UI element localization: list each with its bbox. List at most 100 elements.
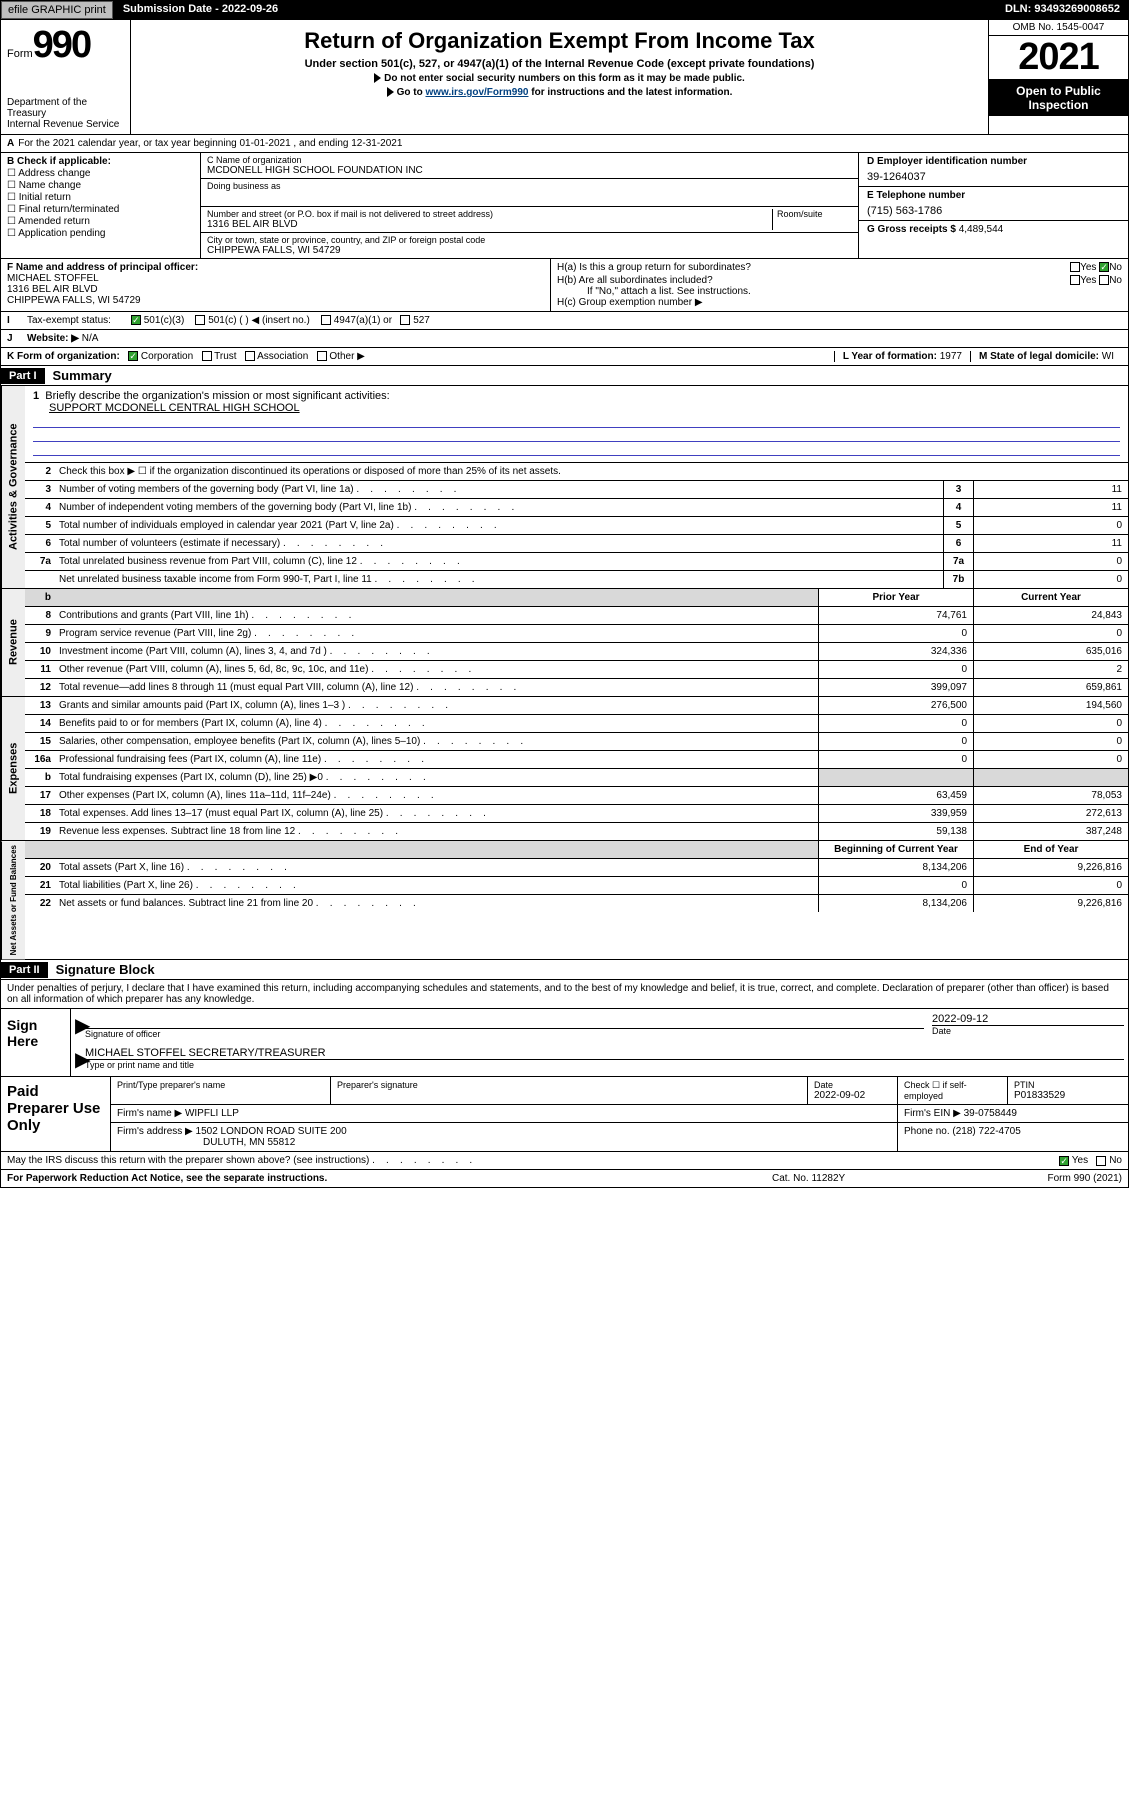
table-row: 11Other revenue (Part VIII, column (A), … xyxy=(25,661,1128,679)
ck-corp[interactable] xyxy=(128,351,138,361)
ck-trust[interactable] xyxy=(202,351,212,361)
section-governance: Activities & Governance 1 Briefly descri… xyxy=(0,386,1129,589)
vtab-expenses: Expenses xyxy=(1,697,25,840)
domicile-label: M State of legal domicile: xyxy=(979,351,1099,362)
current-year-header: Current Year xyxy=(973,589,1128,606)
firm-ein: 39-0758449 xyxy=(964,1108,1017,1119)
prior-year-header: Prior Year xyxy=(818,589,973,606)
sign-here-label: Sign Here xyxy=(1,1009,71,1076)
signature-block: Under penalties of perjury, I declare th… xyxy=(0,980,1129,1077)
hb-yes[interactable] xyxy=(1070,275,1080,285)
section-revenue: Revenue b Prior Year Current Year 8Contr… xyxy=(0,589,1129,697)
ck-527[interactable] xyxy=(400,315,410,325)
ck-501c[interactable] xyxy=(195,315,205,325)
end-year-header: End of Year xyxy=(973,841,1128,858)
phone-value: (715) 563-1786 xyxy=(867,205,1120,217)
table-row: 8Contributions and grants (Part VIII, li… xyxy=(25,607,1128,625)
irs-discuss-yes[interactable] xyxy=(1059,1156,1069,1166)
ck-final-return[interactable]: Final return/terminated xyxy=(7,204,194,215)
prep-date: 2022-09-02 xyxy=(814,1090,891,1101)
row-i-tax-status: I Tax-exempt status: 501(c)(3) 501(c) ( … xyxy=(0,312,1129,330)
table-row: 12Total revenue—add lines 8 through 11 (… xyxy=(25,679,1128,696)
org-name-label: C Name of organization xyxy=(207,155,852,165)
officer-name: MICHAEL STOFFEL xyxy=(7,273,544,284)
box-d-e-g: D Employer identification number 39-1264… xyxy=(858,153,1128,258)
hb-label: H(b) Are all subordinates included? xyxy=(557,275,713,286)
ck-501c3[interactable] xyxy=(131,315,141,325)
ck-other[interactable] xyxy=(317,351,327,361)
part1-bar: Part I Summary xyxy=(0,366,1129,386)
dba-label: Doing business as xyxy=(207,181,852,191)
table-row: 6Total number of volunteers (estimate if… xyxy=(25,535,1128,553)
ck-amended[interactable]: Amended return xyxy=(7,216,194,227)
city-label: City or town, state or province, country… xyxy=(207,235,852,245)
form-subtitle: Under section 501(c), 527, or 4947(a)(1)… xyxy=(137,58,982,70)
table-row: 15Salaries, other compensation, employee… xyxy=(25,733,1128,751)
line-1: 1 Briefly describe the organization's mi… xyxy=(25,386,1128,462)
ck-app-pending[interactable]: Application pending xyxy=(7,228,194,239)
name-title-label: Type or print name and title xyxy=(85,1059,1124,1070)
paid-preparer-label: Paid Preparer Use Only xyxy=(1,1077,111,1151)
table-row: 3Number of voting members of the governi… xyxy=(25,481,1128,499)
ha-yes[interactable] xyxy=(1070,262,1080,272)
sig-officer-label: Signature of officer xyxy=(85,1029,924,1039)
org-name: MCDONELL HIGH SCHOOL FOUNDATION INC xyxy=(207,165,852,176)
hb-no[interactable] xyxy=(1099,275,1109,285)
table-row: 9Program service revenue (Part VIII, lin… xyxy=(25,625,1128,643)
irs-discuss-no[interactable] xyxy=(1096,1156,1106,1166)
firm-phone: (218) 722-4705 xyxy=(952,1126,1020,1137)
ck-address-change[interactable]: Address change xyxy=(7,168,194,179)
form-note-2: Go to www.irs.gov/Form990 for instructio… xyxy=(137,87,982,98)
header-right-box: OMB No. 1545-0047 2021 Open to Public In… xyxy=(988,20,1128,134)
firm-ein-label: Firm's EIN ▶ xyxy=(904,1108,961,1119)
city-state-zip: CHIPPEWA FALLS, WI 54729 xyxy=(207,245,852,256)
ha-label: H(a) Is this a group return for subordin… xyxy=(557,262,751,273)
year-formation-label: L Year of formation: xyxy=(843,351,937,362)
firm-addr2: DULUTH, MN 55812 xyxy=(203,1137,295,1148)
form-note-1: Do not enter social security numbers on … xyxy=(137,73,982,84)
efile-button[interactable]: efile GRAPHIC print xyxy=(1,1,113,19)
ck-4947[interactable] xyxy=(321,315,331,325)
part1-head: Part I xyxy=(1,368,45,384)
website-label: Website: ▶ xyxy=(27,333,79,344)
omb-number: OMB No. 1545-0047 xyxy=(989,20,1128,36)
phone-label: E Telephone number xyxy=(867,190,1120,201)
header-title-box: Return of Organization Exempt From Incom… xyxy=(131,20,988,134)
prep-self-emp[interactable]: Check ☐ if self-employed xyxy=(898,1077,1008,1104)
mission-label: Briefly describe the organization's miss… xyxy=(45,390,389,402)
table-row: bTotal fundraising expenses (Part IX, co… xyxy=(25,769,1128,787)
form-number: 990 xyxy=(33,24,90,67)
addr-label: Number and street (or P.O. box if mail i… xyxy=(207,209,772,219)
form-word: Form xyxy=(7,48,33,60)
ck-assoc[interactable] xyxy=(245,351,255,361)
table-row: Net unrelated business taxable income fr… xyxy=(25,571,1128,588)
topbar-fill xyxy=(288,1,997,19)
part1-title: Summary xyxy=(45,366,120,385)
gross-receipts-value: 4,489,544 xyxy=(959,224,1004,235)
dept-treasury: Department of the Treasury xyxy=(7,97,124,119)
irs-link[interactable]: www.irs.gov/Form990 xyxy=(425,87,528,98)
hb-note: If "No," attach a list. See instructions… xyxy=(587,286,1122,297)
dln-label: DLN: 93493269008652 xyxy=(997,1,1128,19)
firm-addr1: 1502 LONDON ROAD SUITE 200 xyxy=(196,1126,347,1137)
ha-no[interactable] xyxy=(1099,262,1109,272)
perjury-declaration: Under penalties of perjury, I declare th… xyxy=(1,980,1128,1008)
cat-no: Cat. No. 11282Y xyxy=(772,1173,972,1184)
sig-date-value: 2022-09-12 xyxy=(932,1013,1124,1025)
row-k-form-org: K Form of organization: Corporation Trus… xyxy=(0,348,1129,366)
table-row: 13Grants and similar amounts paid (Part … xyxy=(25,697,1128,715)
form-number-box: Form 990 Department of the Treasury Inte… xyxy=(1,20,131,134)
page-footer: For Paperwork Reduction Act Notice, see … xyxy=(0,1170,1129,1188)
top-bar: efile GRAPHIC print Submission Date - 20… xyxy=(0,0,1129,20)
table-row: 22Net assets or fund balances. Subtract … xyxy=(25,895,1128,912)
ck-name-change[interactable]: Name change xyxy=(7,180,194,191)
box-b: B Check if applicable: Address change Na… xyxy=(1,153,201,258)
table-row: 21Total liabilities (Part X, line 26)00 xyxy=(25,877,1128,895)
domicile-value: WI xyxy=(1102,351,1114,362)
prep-sig-label: Preparer's signature xyxy=(337,1080,801,1090)
tax-status-label: Tax-exempt status: xyxy=(27,315,111,326)
table-row: 16aProfessional fundraising fees (Part I… xyxy=(25,751,1128,769)
ck-initial-return[interactable]: Initial return xyxy=(7,192,194,203)
paperwork-notice: For Paperwork Reduction Act Notice, see … xyxy=(7,1173,772,1184)
table-row: 20Total assets (Part X, line 16)8,134,20… xyxy=(25,859,1128,877)
